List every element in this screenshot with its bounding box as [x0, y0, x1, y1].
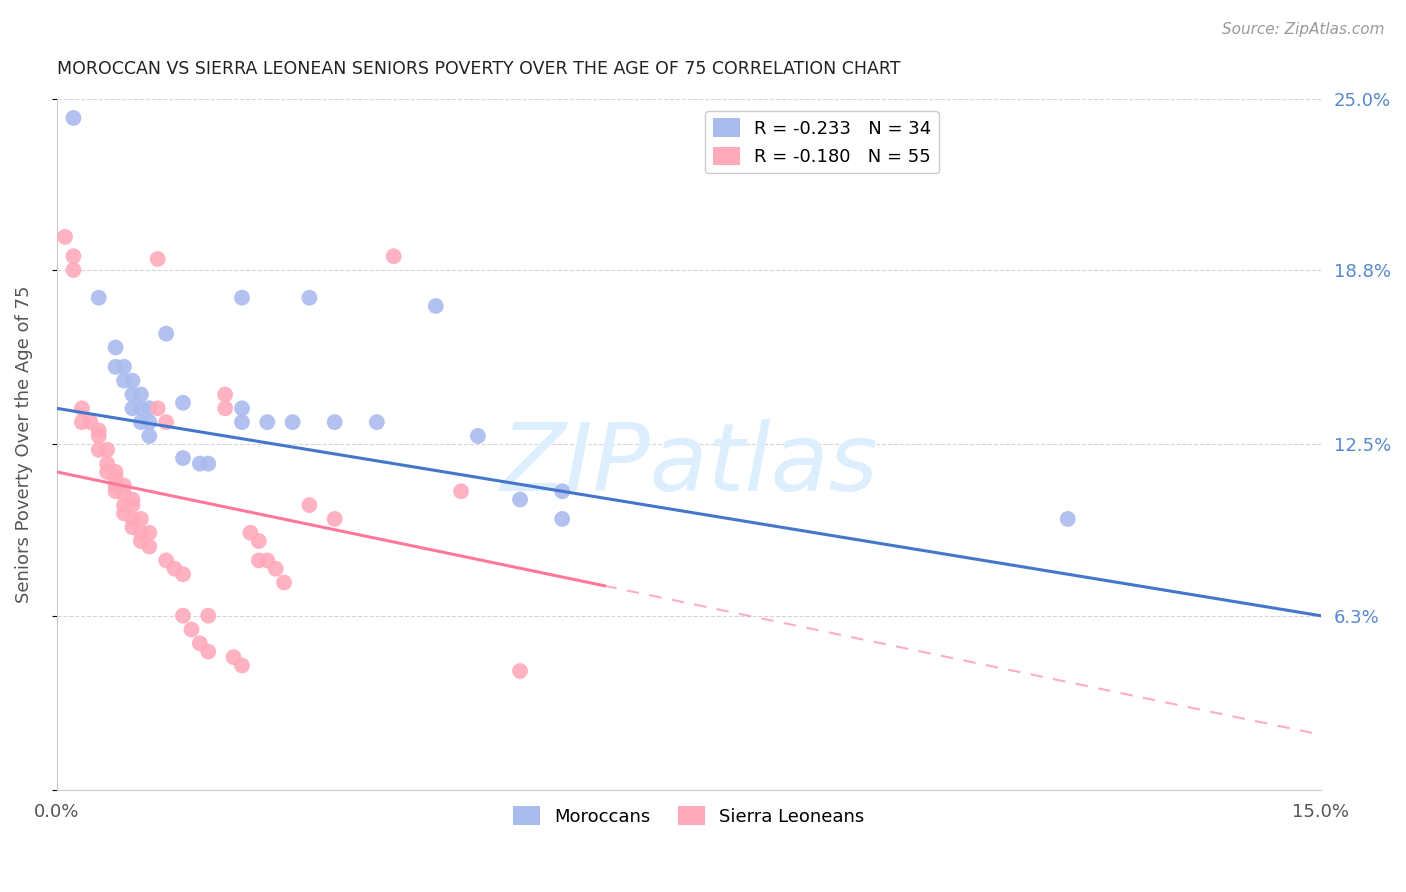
Point: [155, 415, 177, 429]
Point: [138, 415, 160, 429]
Point: [104, 479, 127, 493]
Point: [247, 534, 270, 549]
Point: [281, 415, 304, 429]
Point: [70, 415, 93, 429]
Point: [138, 540, 160, 554]
Point: [231, 401, 253, 416]
Point: [197, 645, 219, 659]
Point: [298, 498, 321, 512]
Point: [70, 401, 93, 416]
Point: [129, 534, 152, 549]
Point: [172, 451, 194, 466]
Point: [129, 415, 152, 429]
Point: [112, 498, 135, 512]
Point: [323, 415, 346, 429]
Point: [197, 608, 219, 623]
Point: [214, 401, 236, 416]
Point: [87, 291, 110, 305]
Point: [112, 359, 135, 374]
Point: [138, 525, 160, 540]
Point: [247, 553, 270, 567]
Point: [53, 230, 76, 244]
Point: [129, 525, 152, 540]
Point: [121, 492, 143, 507]
Point: [87, 442, 110, 457]
Point: [96, 442, 118, 457]
Point: [62, 111, 84, 125]
Point: [551, 484, 574, 499]
Point: [155, 326, 177, 341]
Point: [129, 401, 152, 416]
Point: [197, 457, 219, 471]
Point: [104, 465, 127, 479]
Point: [298, 291, 321, 305]
Point: [264, 562, 287, 576]
Point: [96, 457, 118, 471]
Point: [121, 512, 143, 526]
Point: [104, 470, 127, 484]
Point: [188, 457, 211, 471]
Point: [163, 562, 186, 576]
Point: [112, 487, 135, 501]
Point: [62, 249, 84, 263]
Point: [231, 415, 253, 429]
Point: [323, 512, 346, 526]
Point: [172, 608, 194, 623]
Point: [146, 252, 169, 266]
Point: [62, 263, 84, 277]
Point: [112, 479, 135, 493]
Text: ZIPatlas: ZIPatlas: [499, 419, 877, 510]
Point: [121, 498, 143, 512]
Point: [273, 575, 295, 590]
Point: [129, 512, 152, 526]
Point: [172, 567, 194, 582]
Text: MOROCCAN VS SIERRA LEONEAN SENIORS POVERTY OVER THE AGE OF 75 CORRELATION CHART: MOROCCAN VS SIERRA LEONEAN SENIORS POVER…: [56, 60, 900, 78]
Point: [172, 396, 194, 410]
Point: [104, 341, 127, 355]
Point: [382, 249, 405, 263]
Point: [425, 299, 447, 313]
Point: [231, 291, 253, 305]
Point: [121, 387, 143, 401]
Point: [121, 520, 143, 534]
Point: [222, 650, 245, 665]
Point: [180, 623, 202, 637]
Point: [121, 374, 143, 388]
Point: [551, 512, 574, 526]
Point: [79, 415, 101, 429]
Point: [104, 484, 127, 499]
Point: [121, 401, 143, 416]
Point: [112, 507, 135, 521]
Point: [509, 664, 531, 678]
Point: [146, 401, 169, 416]
Point: [231, 658, 253, 673]
Point: [1056, 512, 1078, 526]
Point: [366, 415, 388, 429]
Point: [104, 359, 127, 374]
Point: [239, 525, 262, 540]
Point: [467, 429, 489, 443]
Point: [138, 401, 160, 416]
Point: [112, 374, 135, 388]
Point: [188, 636, 211, 650]
Point: [129, 387, 152, 401]
Text: Source: ZipAtlas.com: Source: ZipAtlas.com: [1222, 22, 1385, 37]
Point: [155, 553, 177, 567]
Point: [87, 424, 110, 438]
Legend: Moroccans, Sierra Leoneans: Moroccans, Sierra Leoneans: [506, 799, 872, 833]
Point: [138, 429, 160, 443]
Point: [450, 484, 472, 499]
Y-axis label: Seniors Poverty Over the Age of 75: Seniors Poverty Over the Age of 75: [15, 285, 32, 603]
Point: [256, 553, 278, 567]
Point: [87, 429, 110, 443]
Point: [96, 465, 118, 479]
Point: [509, 492, 531, 507]
Point: [214, 387, 236, 401]
Point: [256, 415, 278, 429]
